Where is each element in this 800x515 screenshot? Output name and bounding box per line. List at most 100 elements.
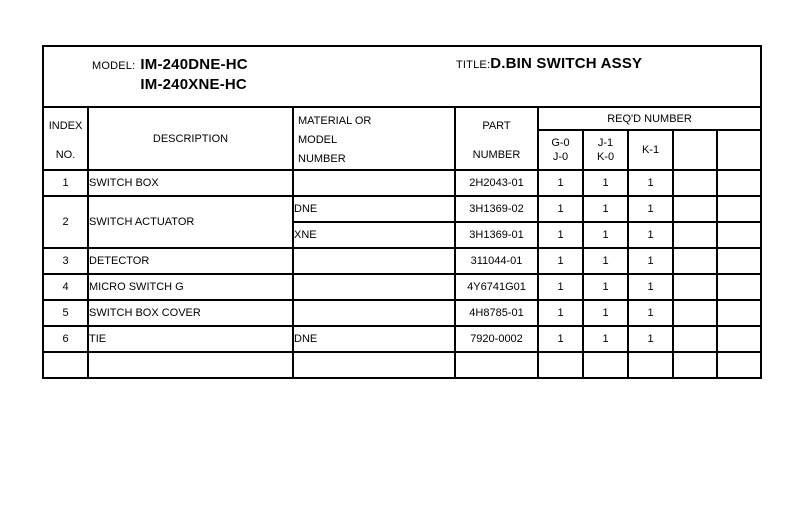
table-row: 5 SWITCH BOX COVER 4H8785-01 1 1 1 [42, 299, 763, 327]
cell-qty-2: 1 [582, 169, 629, 197]
cell-qty-4 [672, 247, 718, 275]
cell-qty-4 [672, 299, 718, 327]
cell-material [292, 351, 456, 379]
cell-qty-4 [672, 221, 718, 249]
title-block: MODEL: IM-240DNE-HC IM-240XNE-HC TITLE: … [41, 45, 763, 108]
header-reqd-number: REQ'D NUMBER [536, 105, 763, 132]
cell-part-number: 4Y6741G01 [454, 273, 539, 301]
cell-qty-4 [672, 325, 718, 353]
model-block: MODEL: IM-240DNE-HC IM-240XNE-HC [92, 55, 248, 95]
cell-index: 5 [42, 299, 89, 327]
header-part: PART NUMBER [454, 106, 539, 171]
cell-qty-3: 1 [627, 195, 674, 223]
header-qty-col-1-line2: J-0 [552, 151, 569, 164]
cell-qty-1 [537, 351, 584, 379]
header-qty-col-3: K-1 [627, 129, 674, 171]
header-row-1: INDEX NO. DESCRIPTION MATERIAL OR MODEL … [42, 105, 763, 171]
cell-qty-5 [715, 351, 763, 379]
header-qty-col-3-line1: K-1 [641, 144, 660, 157]
cell-qty-3: 1 [627, 221, 674, 249]
model-number-1: IM-240DNE-HC [140, 56, 248, 73]
cell-qty-2: 1 [582, 195, 629, 223]
cell-qty-3: 1 [627, 247, 674, 275]
table-row: XNE 3H1369-01 1 1 1 [43, 221, 763, 249]
cell-qty-3: 1 [627, 273, 674, 301]
cell-qty-3: 1 [627, 325, 674, 353]
cell-description: TIE [87, 325, 294, 353]
cell-description: SWITCH BOX [87, 169, 294, 197]
title-group: TITLE: D.BIN SWITCH ASSY [456, 55, 642, 72]
header-material-line1: MATERIAL OR [298, 115, 372, 127]
header-qty-col-1-line1: G-0 [551, 137, 570, 150]
header-material-line3: NUMBER [298, 153, 346, 165]
cell-material [292, 169, 456, 197]
header-qty-col-1: G-0 J-0 [537, 129, 584, 171]
table-row: 1 SWITCH BOX 2H2043-01 1 1 1 [42, 169, 763, 197]
cell-qty-2: 1 [582, 299, 629, 327]
cell-qty-2 [582, 351, 629, 379]
header-qty-col-5 [715, 129, 763, 171]
header-qty-col-4 [672, 129, 718, 171]
table-row: 2 SWITCH ACTUATOR DNE 3H1369-02 1 1 1 [42, 195, 763, 249]
header-row-2: G-0 J-0 J-1 K-0 K-1 [43, 129, 763, 171]
cell-qty-2: 1 [582, 247, 629, 275]
cell-qty-3: 1 [627, 299, 674, 327]
cell-index [42, 351, 89, 379]
header-part-line2: NUMBER [472, 149, 521, 161]
cell-description: SWITCH ACTUATOR [87, 195, 294, 249]
title-label: TITLE: [456, 59, 491, 71]
cell-part-number: 3H1369-01 [454, 221, 539, 249]
cell-qty-4 [672, 195, 718, 223]
table-row: 3 DETECTOR 311044-01 1 1 1 [42, 247, 763, 275]
cell-qty-1: 1 [537, 169, 584, 197]
cell-qty-1: 1 [537, 247, 584, 275]
title-block-row: MODEL: IM-240DNE-HC IM-240XNE-HC TITLE: … [41, 45, 763, 108]
header-material: MATERIAL OR MODEL NUMBER [292, 106, 456, 171]
model-number-2: IM-240XNE-HC [140, 76, 247, 93]
cell-qty-4 [672, 273, 718, 301]
cell-qty-3: 1 [627, 169, 674, 197]
header-qty-col-2-line2: K-0 [596, 151, 615, 164]
cell-qty-5 [715, 273, 763, 301]
model-label: MODEL: [92, 60, 136, 72]
cell-qty-5 [715, 169, 763, 197]
cell-material [292, 273, 456, 301]
cell-qty-1: 1 [537, 273, 584, 301]
cell-qty-5 [715, 325, 763, 353]
cell-description: DETECTOR [87, 247, 294, 275]
cell-qty-3 [627, 351, 674, 379]
table-row-empty [42, 351, 763, 379]
model-numbers: IM-240DNE-HC IM-240XNE-HC [140, 55, 247, 95]
cell-qty-2: 1 [582, 273, 629, 301]
cell-index: 3 [42, 247, 89, 275]
cell-material: DNE [292, 195, 456, 223]
cell-material: XNE [292, 221, 456, 249]
cell-description [87, 351, 294, 379]
table-row: 4 MICRO SWITCH G 4Y6741G01 1 1 1 [42, 273, 763, 301]
cell-material: DNE [292, 325, 456, 353]
cell-material [292, 299, 456, 327]
cell-index: 2 [42, 195, 89, 249]
cell-qty-2: 1 [582, 325, 629, 353]
cell-part-number: 2H2043-01 [454, 169, 539, 197]
table-row: 6 TIE DNE 7920-0002 1 1 1 [42, 325, 763, 353]
cell-part-number: 3H1369-02 [454, 195, 539, 223]
header-index: INDEX NO. [42, 106, 89, 171]
cell-qty-2: 1 [582, 221, 629, 249]
cell-index: 4 [42, 273, 89, 301]
header-qty-col-2: J-1 K-0 [582, 129, 629, 171]
cell-qty-1: 1 [537, 325, 584, 353]
cell-qty-5 [715, 195, 763, 223]
cell-qty-5 [715, 247, 763, 275]
assembly-title: D.BIN SWITCH ASSY [490, 55, 643, 72]
cell-qty-1: 1 [537, 299, 584, 327]
cell-description: SWITCH BOX COVER [87, 299, 294, 327]
cell-qty-1: 1 [537, 221, 584, 249]
parts-table: MODEL: IM-240DNE-HC IM-240XNE-HC TITLE: … [41, 45, 763, 379]
cell-qty-4 [672, 169, 718, 197]
header-description: DESCRIPTION [87, 106, 294, 171]
cell-material [292, 247, 456, 275]
cell-part-number [454, 351, 539, 379]
header-qty-col-2-line1: J-1 [597, 137, 614, 150]
